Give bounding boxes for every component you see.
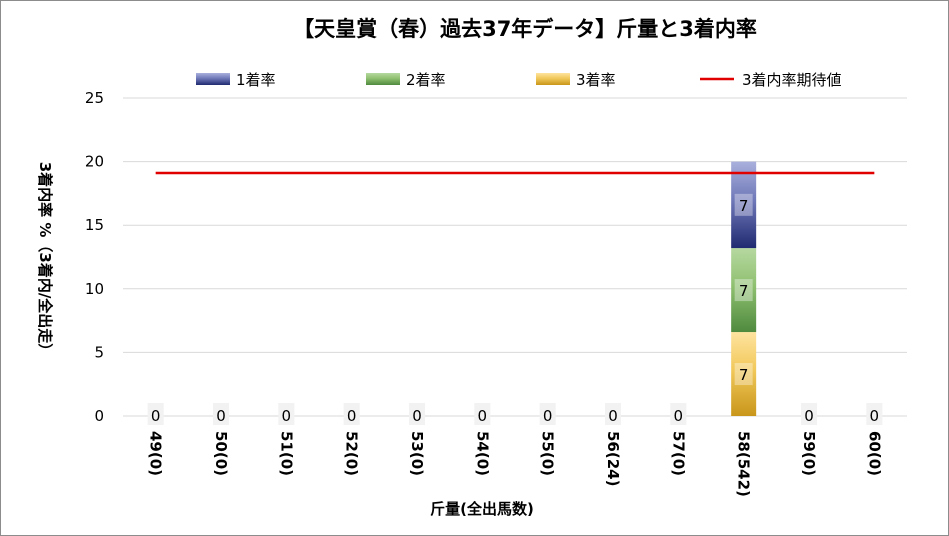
data-label: 7 — [739, 282, 749, 300]
x-tick-labels: 49(0) 50(0) 51(0) 52(0) 53(0) 54(0) 55(0) 56(24… — [147, 431, 884, 497]
data-label: 0 — [282, 407, 292, 425]
y-tick-label: 20 — [85, 153, 104, 171]
x-tick-label: 52(0) — [343, 431, 361, 476]
legend-label: 1着率 — [236, 71, 276, 89]
data-label: 0 — [151, 407, 161, 425]
data-label-background — [213, 403, 229, 425]
legend-label: 2着率 — [406, 71, 446, 89]
bar-segment — [731, 248, 757, 333]
bar-segment — [731, 332, 757, 416]
y-tick-labels: 0 5 10 15 20 25 — [85, 89, 104, 425]
x-tick-label: 59(0) — [800, 431, 818, 476]
bar-segment — [731, 161, 757, 249]
x-tick-label: 49(0) — [147, 431, 165, 476]
data-label-background — [801, 403, 817, 425]
y-axis-label: 3着内率 %（3着内/全出走） — [36, 162, 54, 359]
data-label: 0 — [870, 407, 880, 425]
chart-title: 【天皇賞（春）過去37年データ】斤量と3着内率 — [293, 17, 757, 41]
data-label-background — [474, 403, 491, 425]
data-label-background — [734, 193, 753, 216]
x-tick-label: 56(24) — [604, 431, 622, 486]
y-tick-label: 25 — [85, 89, 104, 107]
data-label-background — [147, 403, 164, 425]
x-tick-label: 51(0) — [277, 431, 295, 476]
x-axis-label: 斤量(全出馬数) — [430, 500, 534, 518]
data-label: 0 — [412, 407, 422, 425]
data-label: 0 — [543, 407, 553, 425]
data-label-background — [278, 403, 295, 425]
x-tick-label: 55(0) — [539, 431, 557, 476]
legend-swatch — [366, 73, 400, 85]
y-tick-label: 5 — [94, 343, 104, 361]
data-label: 0 — [608, 407, 618, 425]
data-label-background — [734, 279, 753, 302]
x-tick-label: 58(542) — [735, 431, 753, 497]
y-tick-label: 0 — [94, 407, 104, 425]
data-label: 0 — [804, 407, 814, 425]
x-tick-label: 60(0) — [865, 431, 883, 476]
x-tick-label: 54(0) — [473, 431, 491, 476]
data-label: 7 — [739, 366, 749, 384]
legend-swatch — [536, 73, 570, 85]
y-tick-label: 10 — [85, 280, 104, 298]
x-tick-label: 57(0) — [669, 431, 687, 476]
x-tick-label: 53(0) — [408, 431, 426, 476]
data-label: 7 — [739, 197, 749, 215]
legend-label: 3着率 — [576, 71, 616, 89]
bars: 0 0 0 0 0 0 0 0 0 7 7 7 0 0 — [147, 161, 883, 425]
legend-swatch — [196, 73, 230, 85]
data-label-background — [409, 403, 425, 425]
data-label-background — [343, 403, 360, 425]
data-label-background — [670, 403, 687, 425]
data-label: 0 — [347, 407, 357, 425]
data-label-background — [866, 403, 883, 425]
data-label: 0 — [216, 407, 226, 425]
x-tick-label: 50(0) — [212, 431, 230, 476]
legend: 1着率 2着率 3着率 3着内率期待値 — [196, 71, 842, 89]
gridlines — [123, 97, 907, 417]
data-label-background — [605, 403, 621, 425]
y-tick-label: 15 — [85, 216, 104, 234]
data-label-background — [539, 403, 556, 425]
data-label: 0 — [674, 407, 684, 425]
data-label-background — [734, 363, 753, 386]
legend-label: 3着内率期待値 — [742, 71, 842, 89]
data-label: 0 — [478, 407, 488, 425]
